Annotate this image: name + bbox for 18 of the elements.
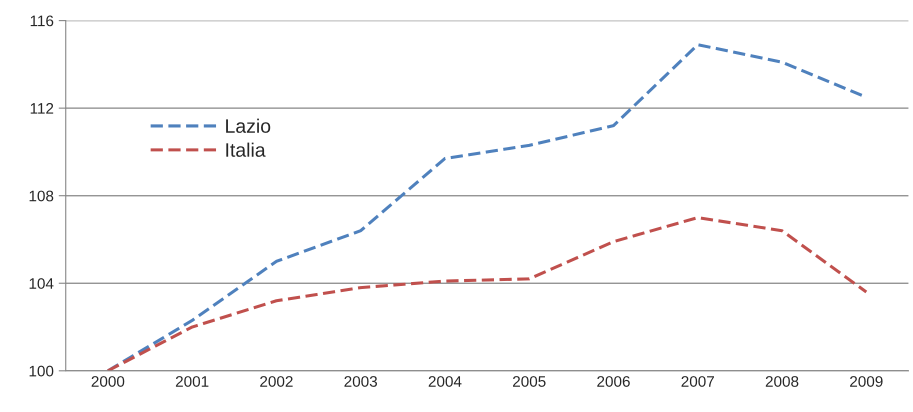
y-tick-label: 104 xyxy=(30,278,54,289)
x-tick-label: 2005 xyxy=(512,376,546,387)
line-series xyxy=(106,216,868,371)
y-tick-label: 108 xyxy=(30,190,54,202)
legend-label: Italia xyxy=(226,142,266,157)
x-tick-label: 2001 xyxy=(176,376,208,387)
x-tick-label: 2006 xyxy=(597,376,630,387)
y-tick-label: 100 xyxy=(30,366,54,376)
x-tick-label: 2002 xyxy=(260,376,293,387)
y-tick-label: 116 xyxy=(30,15,54,26)
legend-label: Lazio xyxy=(226,118,270,133)
x-tick-label: 2008 xyxy=(766,376,798,387)
x-tick-label: 2003 xyxy=(344,376,378,387)
y-tick-label: 112 xyxy=(30,103,54,114)
x-tick-label: 2009 xyxy=(850,376,883,387)
x-tick-label: 2004 xyxy=(428,376,462,387)
x-tick-label: 2000 xyxy=(92,376,124,387)
x-tick-label: 2007 xyxy=(682,376,714,387)
